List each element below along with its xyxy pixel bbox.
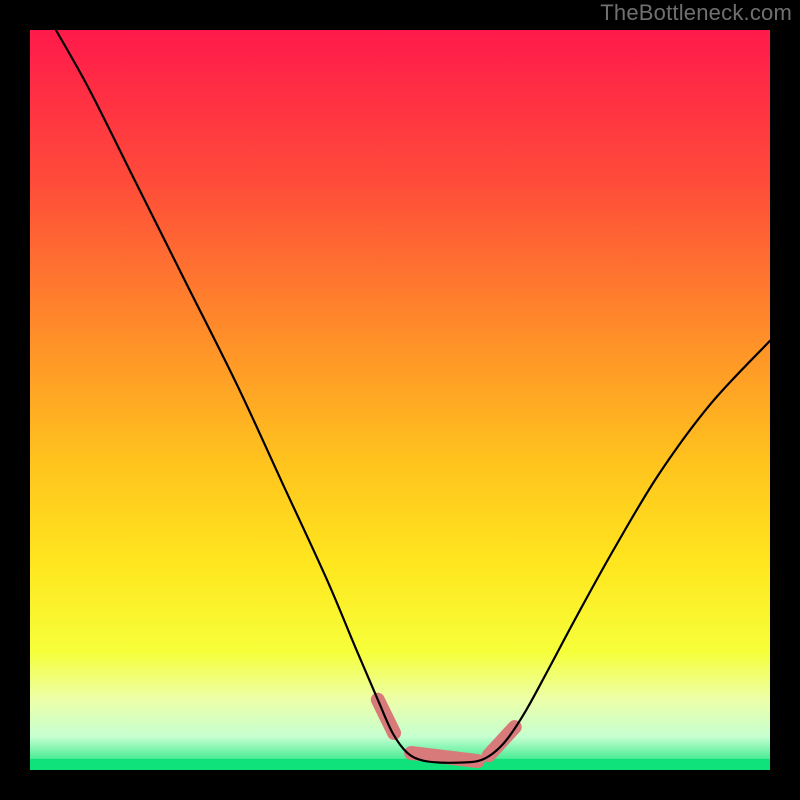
watermark-text: TheBottleneck.com xyxy=(600,0,792,26)
plot-background-gradient xyxy=(30,30,770,770)
bottom-green-band xyxy=(30,759,770,770)
bottleneck-curve-chart xyxy=(0,0,800,800)
